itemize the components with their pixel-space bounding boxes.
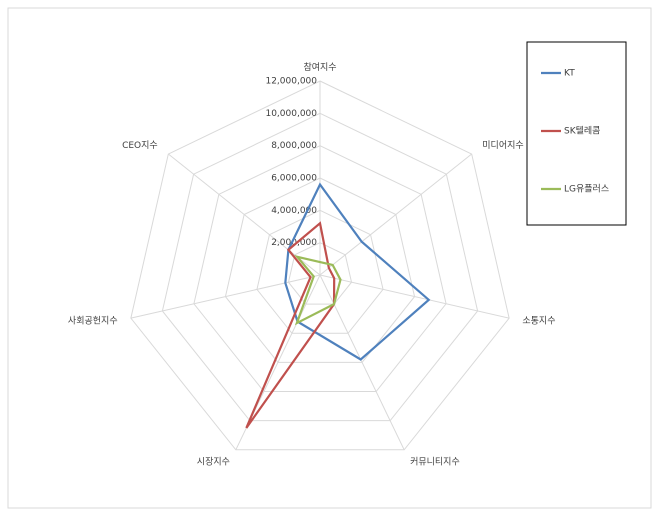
grid-ring: [287, 242, 353, 305]
axis-label: 소통지수: [522, 316, 555, 327]
series-line: [245, 221, 336, 429]
axis-label: 참여지수: [303, 61, 336, 73]
legend-label: KT: [564, 69, 575, 79]
series-line: [294, 255, 342, 326]
axis-label: 사회공헌지수: [68, 316, 118, 327]
axis-label: 미디어지수: [482, 140, 523, 151]
tick-label: 8,000,000: [271, 141, 317, 151]
spoke: [130, 274, 321, 319]
axis-label: 커뮤니티지수: [410, 457, 460, 468]
grid-ring: [130, 80, 510, 451]
tick-label: 10,000,000: [265, 109, 317, 119]
spoke: [168, 153, 321, 276]
legend-label: SK텔레콤: [564, 125, 600, 137]
grid-ring: [161, 112, 479, 422]
tick-label: 6,000,000: [271, 174, 317, 184]
tick-label: 2,000,000: [271, 238, 317, 248]
spoke: [319, 153, 472, 276]
grid-ring: [193, 145, 447, 393]
tick-label: 12,000,000: [265, 77, 317, 87]
spoke: [319, 274, 510, 319]
grid-ring: [256, 209, 384, 334]
axis-label: 시장지수: [197, 457, 230, 468]
tick-label: 4,000,000: [271, 206, 317, 216]
legend-label: LG유플러스: [564, 184, 609, 195]
axis-label: CEO지수: [122, 140, 158, 151]
grid-ring: [224, 177, 416, 363]
series-line: [284, 182, 431, 361]
